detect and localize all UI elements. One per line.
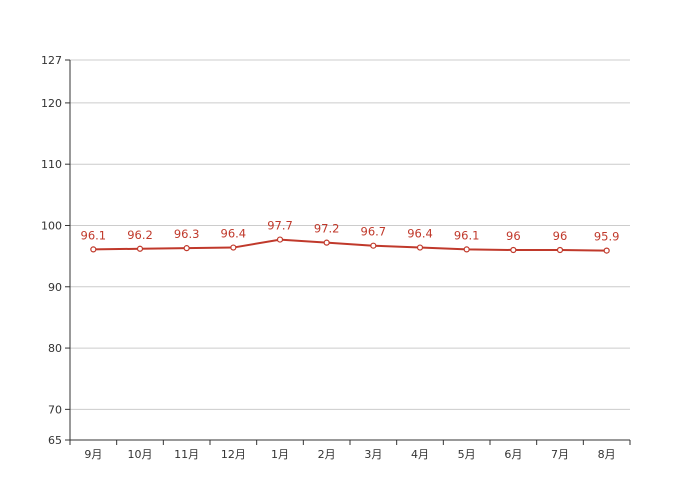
x-tick-label: 4月 — [411, 448, 429, 461]
data-label: 96 — [553, 229, 568, 243]
data-label: 96 — [506, 229, 521, 243]
data-point — [136, 245, 144, 252]
data-point — [510, 246, 517, 254]
data-label: 96.4 — [221, 227, 247, 241]
y-tick-label: 127 — [41, 54, 62, 67]
y-tick-label: 120 — [41, 97, 62, 110]
data-point — [416, 244, 424, 251]
x-tick-label: 8月 — [598, 448, 616, 461]
data-point — [230, 244, 237, 251]
data-label: 96.1 — [81, 228, 107, 242]
data-point — [183, 245, 190, 252]
y-tick-label: 65 — [48, 434, 62, 447]
y-tick-label: 70 — [48, 403, 62, 416]
data-label: 96.7 — [361, 225, 387, 239]
x-tick-label: 11月 — [174, 448, 199, 461]
data-label: 97.2 — [314, 222, 340, 236]
data-label: 95.9 — [594, 230, 620, 244]
x-tick-label: 7月 — [551, 448, 569, 461]
data-label: 97.7 — [267, 219, 293, 233]
series-line — [93, 238, 607, 252]
x-tick-label: 2月 — [318, 448, 336, 461]
y-tick-label: 100 — [41, 219, 62, 232]
data-point — [276, 236, 284, 243]
x-tick-label: 5月 — [458, 448, 476, 461]
data-label: 96.4 — [407, 227, 433, 241]
data-point — [603, 247, 610, 254]
data-label: 96.1 — [454, 228, 480, 242]
data-point — [370, 242, 377, 249]
x-tick-label: 12月 — [221, 448, 246, 461]
x-tick-label: 9月 — [84, 448, 102, 461]
x-tick-label: 3月 — [364, 448, 382, 461]
y-tick-label: 110 — [41, 158, 62, 171]
data-point — [90, 246, 97, 253]
data-label: 96.3 — [174, 227, 200, 241]
data-point — [556, 246, 564, 254]
data-point — [323, 239, 330, 246]
data-point — [463, 246, 470, 253]
y-tick-label: 90 — [48, 281, 62, 294]
x-tick-label: 1月 — [271, 448, 289, 461]
data-label: 96.2 — [127, 228, 153, 242]
y-tick-label: 80 — [48, 342, 62, 355]
x-tick-label: 10月 — [128, 448, 153, 461]
x-tick-label: 6月 — [504, 448, 522, 461]
